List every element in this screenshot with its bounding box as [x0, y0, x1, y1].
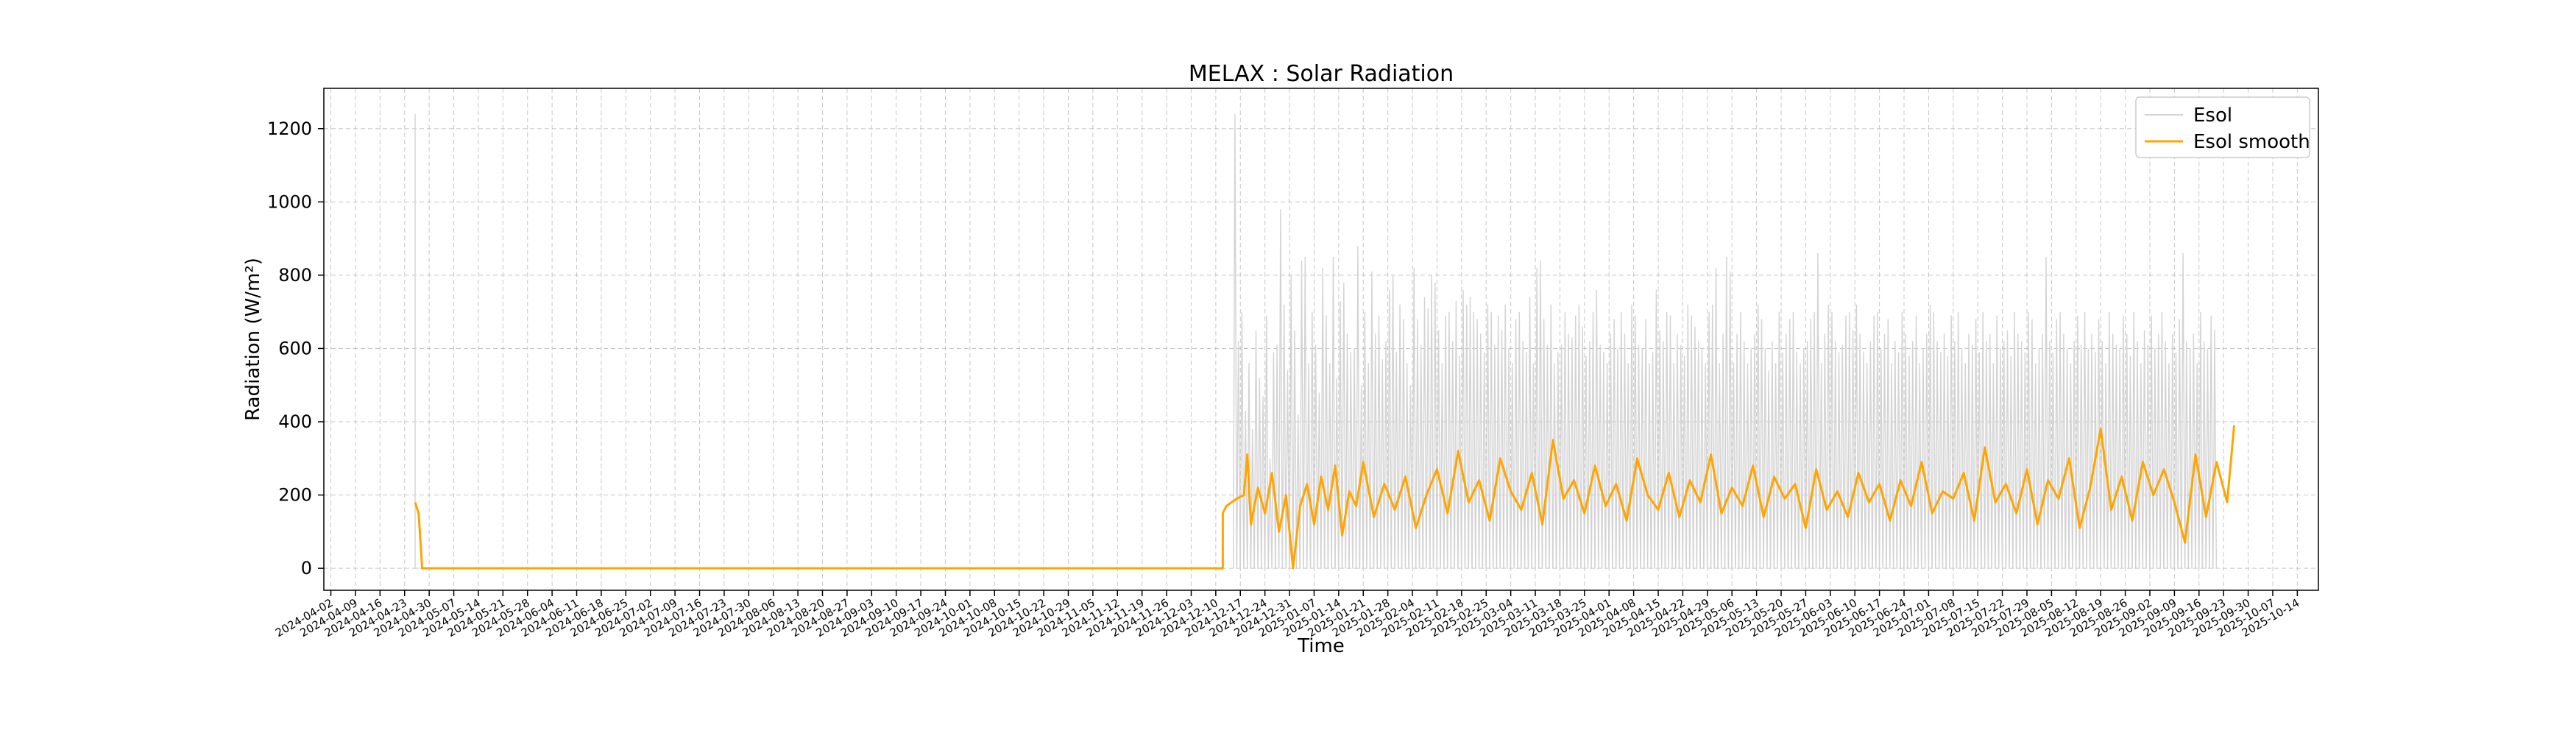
x-axis: 2024-04-022024-04-092024-04-162024-04-23… [273, 590, 2301, 640]
y-tick-label: 800 [278, 265, 312, 286]
chart-title: MELAX : Solar Radiation [1189, 61, 1454, 87]
series-esol-line [1232, 113, 2218, 569]
y-tick-label: 400 [278, 411, 312, 432]
plot-frame [323, 88, 2319, 591]
y-axis-label: Radiation (W/m²) [242, 258, 264, 421]
series-esol-line [414, 113, 419, 569]
legend-label-esol-smooth: Esol smooth [2193, 131, 2310, 153]
x-axis-label: Time [1297, 635, 1345, 657]
y-tick-label: 200 [278, 485, 312, 506]
y-tick-label: 0 [301, 558, 312, 578]
y-axis: 0 200 400 600 800 1000 1200 [267, 118, 324, 578]
y-tick-label: 1200 [267, 118, 312, 139]
y-tick-label: 1000 [267, 191, 312, 212]
series-esol-smooth-line [414, 425, 2235, 570]
legend-label-esol: Esol [2193, 105, 2232, 127]
grid [324, 88, 2318, 590]
legend: Esol Esol smooth [2135, 96, 2310, 158]
series-layer [414, 113, 2235, 570]
y-tick-label: 600 [278, 338, 312, 358]
